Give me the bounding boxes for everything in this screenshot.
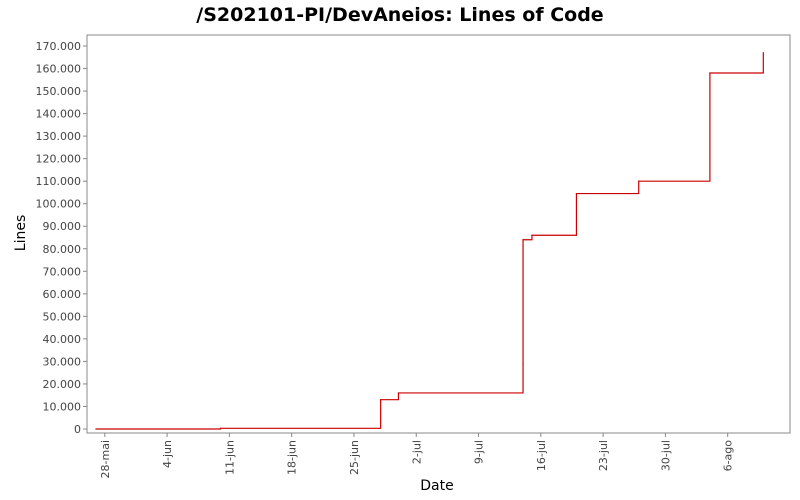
y-tick-label: 120.000 xyxy=(36,153,82,166)
y-tick-label: 50.000 xyxy=(43,310,82,323)
y-tick-label: 0 xyxy=(74,423,81,436)
data-point xyxy=(762,52,764,54)
x-tick-label: 9-jul xyxy=(473,440,486,464)
series-layer xyxy=(95,52,764,430)
chart-title: /S202101-PI/DevAneios: Lines of Code xyxy=(196,4,604,26)
x-tick-label: 18-jun xyxy=(286,440,299,475)
y-tick-label: 90.000 xyxy=(43,220,82,233)
x-tick-label: 28-mai xyxy=(99,440,112,478)
x-tick-label: 25-jun xyxy=(348,440,361,475)
y-tick-label: 130.000 xyxy=(36,130,82,143)
x-tick-label: 6-ago xyxy=(722,440,735,472)
data-point xyxy=(575,192,578,195)
x-tick-label: 11-jun xyxy=(223,440,236,475)
y-tick-label: 30.000 xyxy=(43,355,82,368)
x-tick-label: 30-jul xyxy=(659,440,672,471)
plot-area xyxy=(86,34,791,434)
x-tick-label: 16-jul xyxy=(535,440,548,471)
data-point xyxy=(397,392,400,394)
x-axis-label: Date xyxy=(420,478,453,494)
y-tick-label: 110.000 xyxy=(36,175,82,188)
y-tick-label: 20.000 xyxy=(43,378,82,391)
y-tick-label: 100.000 xyxy=(36,198,82,211)
data-point xyxy=(219,427,222,429)
data-point xyxy=(575,200,578,203)
x-tick-label: 4-jun xyxy=(161,440,174,468)
data-point xyxy=(95,428,97,430)
y-tick-label: 60.000 xyxy=(43,288,82,301)
data-point xyxy=(380,399,382,401)
x-tick-label: 2-jul xyxy=(410,440,423,464)
x-tick-label: 23-jul xyxy=(597,440,610,471)
y-tick-label: 170.000 xyxy=(36,40,82,53)
x-axis: 28-mai 4-jun 11-jun 18-jun 25-jun 2-jul 9-jul 1… xyxy=(99,433,735,478)
data-point xyxy=(522,239,524,241)
y-tick-label: 150.000 xyxy=(36,85,82,98)
y-tick-label: 160.000 xyxy=(36,63,82,76)
y-tick-label: 140.000 xyxy=(36,108,82,121)
data-point xyxy=(638,180,640,182)
data-point xyxy=(522,363,524,365)
y-tick-label: 40.000 xyxy=(43,333,82,346)
y-tick-label: 80.000 xyxy=(43,243,82,256)
series-line xyxy=(95,52,764,430)
data-point xyxy=(531,234,533,236)
y-tick-label: 70.000 xyxy=(43,265,82,278)
data-point xyxy=(709,72,711,74)
y-tick-label: 10.000 xyxy=(43,400,82,413)
y-axis-label: Lines xyxy=(13,215,29,251)
y-axis: 0 10.000 20.000 30.000 40.000 50.000 60.000 70.… xyxy=(36,40,87,436)
